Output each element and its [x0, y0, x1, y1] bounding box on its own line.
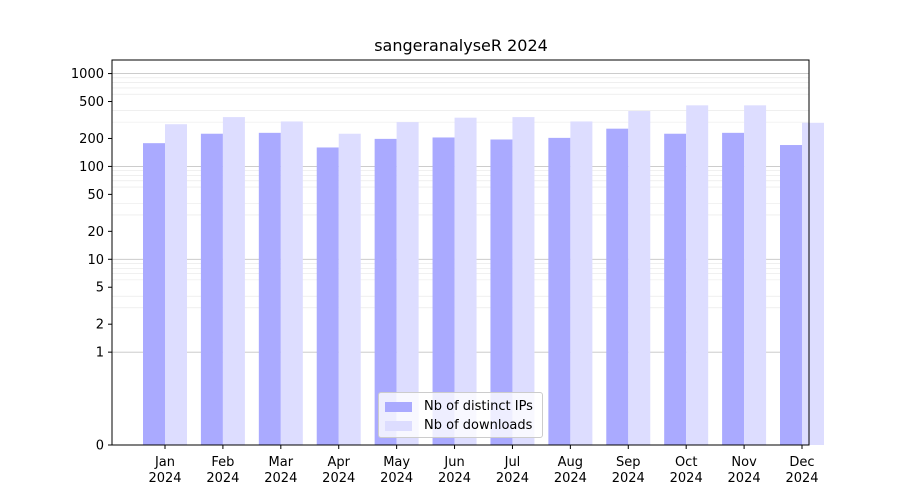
- x-tick-label: 2024: [148, 471, 181, 486]
- bar-downloads: [165, 124, 187, 445]
- y-tick-label: 50: [87, 188, 104, 203]
- x-tick-label: Jan: [154, 455, 175, 470]
- y-axis-ticks: 0 1 2 5 10 20 50 100 200 500 1000: [71, 67, 112, 454]
- bar-downloads: [802, 122, 824, 445]
- bar-downloads: [396, 122, 419, 446]
- bar-downloads: [454, 117, 477, 446]
- y-tick-label: 2: [96, 318, 104, 333]
- x-tick-label: Sep: [616, 455, 641, 470]
- x-tick-label: Apr: [327, 455, 350, 470]
- bar-ips: [606, 128, 629, 445]
- bar-downloads: [628, 111, 651, 445]
- x-tick-label: Mar: [269, 455, 294, 470]
- x-tick-label: Dec: [789, 455, 814, 470]
- bar-ips: [200, 133, 223, 445]
- legend-item-ips: Nb of distinct IPs: [385, 397, 536, 416]
- y-tick-label: 1: [96, 346, 104, 361]
- bar-downloads: [222, 117, 245, 445]
- legend: Nb of distinct IPs Nb of downloads: [378, 392, 543, 438]
- plot-frame: [111, 59, 810, 446]
- y-tick-label: 100: [79, 160, 104, 175]
- x-tick-label: Jul: [504, 455, 521, 470]
- bar-ips: [374, 138, 397, 445]
- x-tick-label: 2024: [264, 471, 297, 486]
- bar-downloads: [512, 117, 535, 445]
- y-tick-label: 1000: [71, 67, 104, 82]
- bars: [143, 105, 824, 446]
- bar-ips: [722, 132, 745, 445]
- x-tick-label: 2024: [728, 471, 761, 486]
- x-tick-label: Nov: [731, 455, 757, 470]
- bar-ips: [143, 143, 165, 445]
- x-tick-label: Jun: [443, 455, 464, 470]
- bar-downloads: [338, 133, 361, 445]
- bar-downloads: [744, 105, 767, 445]
- bar-downloads: [570, 121, 593, 445]
- bar-ips: [548, 137, 571, 445]
- x-tick-label: Feb: [211, 455, 234, 470]
- bar-ips: [780, 145, 802, 445]
- x-axis-ticks: Jan2024Feb2024Mar2024Apr2024May2024Jun20…: [148, 445, 819, 486]
- y-tick-label: 20: [87, 225, 104, 240]
- legend-swatch-ips: [385, 401, 412, 412]
- x-tick-label: 2024: [380, 471, 413, 486]
- x-tick-label: 2024: [670, 471, 703, 486]
- legend-label-downloads: Nb of downloads: [424, 418, 533, 433]
- y-tick-label: 200: [79, 132, 104, 147]
- x-tick-label: May: [383, 455, 410, 470]
- legend-swatch-downloads: [385, 420, 412, 431]
- chart-title: sangeranalyseR 2024: [374, 36, 548, 55]
- y-tick-label: 10: [87, 253, 104, 268]
- x-tick-label: Aug: [558, 455, 583, 470]
- x-tick-label: 2024: [322, 471, 355, 486]
- bar-ips: [664, 133, 687, 445]
- bar-ips: [432, 137, 455, 445]
- bar-downloads: [280, 121, 303, 445]
- bar-ips: [490, 139, 513, 446]
- x-tick-label: Oct: [675, 455, 697, 470]
- y-tick-label: 0: [96, 439, 104, 454]
- x-tick-label: 2024: [496, 471, 529, 486]
- x-tick-label: 2024: [612, 471, 645, 486]
- x-tick-label: 2024: [785, 471, 818, 486]
- legend-item-downloads: Nb of downloads: [385, 416, 536, 435]
- legend-label-ips: Nb of distinct IPs: [424, 399, 533, 414]
- bar-ips: [258, 132, 281, 445]
- bar-downloads: [686, 105, 709, 445]
- x-tick-label: 2024: [438, 471, 471, 486]
- x-tick-label: 2024: [554, 471, 587, 486]
- y-tick-label: 5: [96, 281, 104, 296]
- bar-ips: [316, 147, 339, 445]
- y-tick-label: 500: [79, 95, 104, 110]
- x-tick-label: 2024: [206, 471, 239, 486]
